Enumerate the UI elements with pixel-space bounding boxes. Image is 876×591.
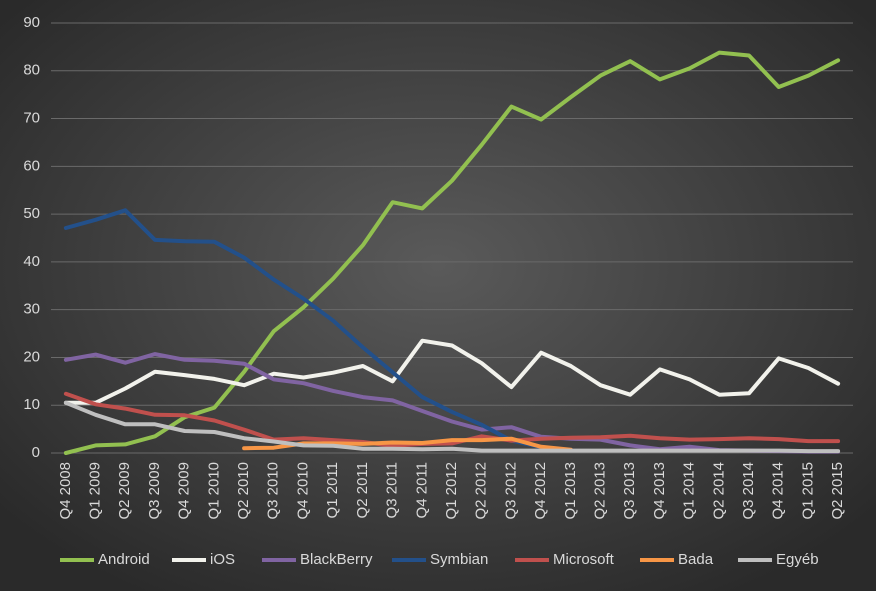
y-tick-label: 80: [23, 62, 40, 79]
y-tick-label: 50: [23, 205, 40, 222]
x-tick-label: Q2 2013: [591, 462, 608, 520]
legend-label: iOS: [210, 551, 235, 568]
y-tick-label: 10: [23, 396, 40, 413]
x-tick-label: Q1 2014: [681, 462, 698, 520]
y-tick-label: 90: [23, 14, 40, 31]
legend-label: Microsoft: [553, 551, 615, 568]
series-line: [63, 400, 841, 454]
y-tick-label: 0: [32, 444, 40, 461]
legend-label: Android: [98, 551, 150, 568]
x-tick-label: Q4 2009: [176, 462, 193, 520]
x-tick-label: Q3 2009: [146, 462, 163, 520]
x-tick-label: Q4 2012: [532, 462, 549, 520]
x-tick-label: Q2 2012: [473, 462, 490, 520]
x-tick-label: Q2 2010: [235, 462, 252, 520]
x-tick-label: Q3 2010: [265, 462, 282, 520]
x-tick-label: Q2 2014: [710, 462, 727, 520]
y-tick-label: 70: [23, 110, 40, 127]
x-tick-label: Q1 2011: [324, 462, 341, 518]
y-tick-label: 30: [23, 301, 40, 318]
legend-label: Bada: [678, 551, 714, 568]
x-tick-label: Q2 2015: [829, 462, 846, 520]
x-tick-label: Q1 2009: [87, 462, 104, 520]
x-tick-label: Q3 2013: [621, 462, 638, 520]
x-tick-label: Q1 2012: [443, 462, 460, 520]
x-tick-label: Q4 2008: [57, 462, 74, 520]
x-tick-label: Q3 2011: [384, 462, 401, 518]
legend-label: Symbian: [430, 551, 488, 568]
x-tick-label: Q2 2011: [354, 462, 371, 518]
y-tick-label: 40: [23, 253, 40, 270]
x-tick-label: Q2 2009: [116, 462, 133, 520]
x-tick-label: Q1 2013: [562, 462, 579, 520]
x-tick-label: Q1 2015: [799, 462, 816, 520]
y-tick-label: 60: [23, 157, 40, 174]
series-line: [63, 338, 841, 405]
x-tick-label: Q4 2013: [651, 462, 668, 520]
x-tick-label: Q3 2012: [502, 462, 519, 520]
x-tick-label: Q4 2011: [413, 462, 430, 518]
x-tick-label: Q3 2014: [740, 462, 757, 520]
series-line: [63, 50, 841, 455]
x-tick-label: Q4 2010: [294, 462, 311, 520]
x-tick-label: Q4 2014: [770, 462, 787, 520]
y-tick-label: 20: [23, 348, 40, 365]
legend-label: BlackBerry: [300, 551, 373, 568]
legend-label: Egyéb: [776, 551, 819, 568]
series-line: [63, 391, 841, 448]
series-line: [63, 208, 544, 450]
x-tick-label: Q1 2010: [205, 462, 222, 520]
